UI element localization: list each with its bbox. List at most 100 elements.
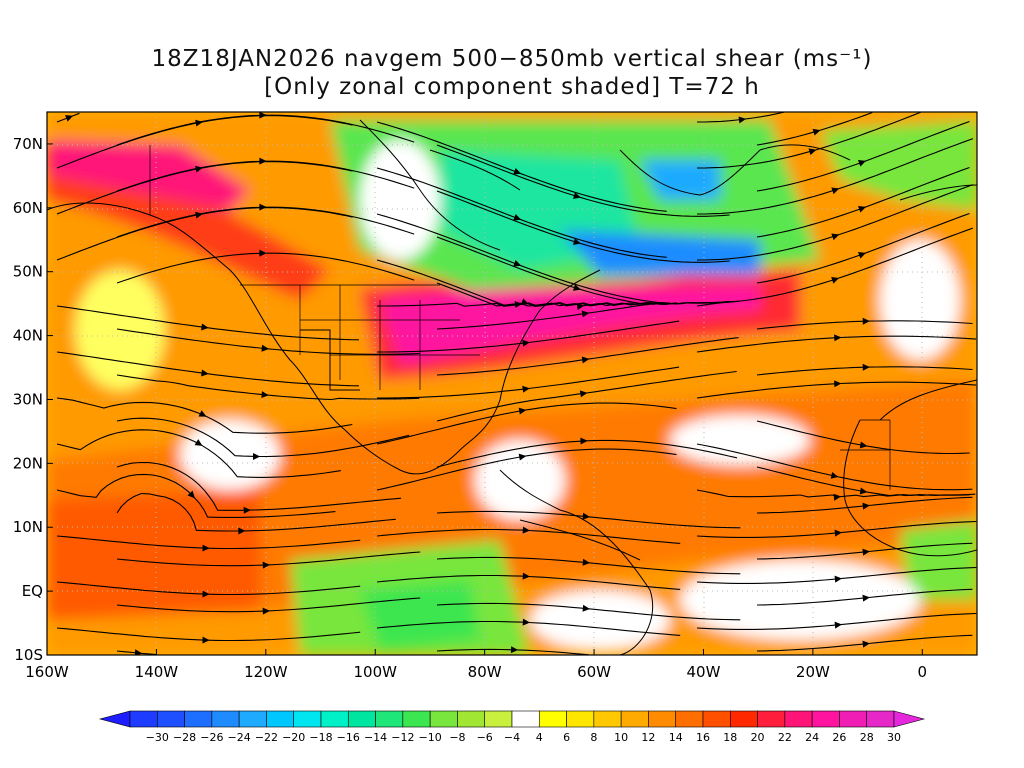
streamline-arrow (582, 512, 591, 520)
colorbar-swatch (511, 710, 540, 728)
streamline-arrow (834, 334, 842, 342)
streamline-arrow (834, 621, 843, 629)
colorbar-label: −12 (391, 731, 414, 744)
colorbar-label: 30 (887, 731, 901, 744)
colorbar-swatch (566, 710, 595, 728)
streamline-arrow (834, 575, 843, 583)
colorbar-swatch (238, 710, 267, 728)
streamline-arrow (834, 529, 843, 537)
streamline-arrow (580, 437, 588, 445)
streamline-arrow (862, 640, 870, 648)
streamline-arrow (262, 607, 271, 615)
colorbar-label: −16 (337, 731, 360, 744)
colorbar-label: −6 (477, 731, 493, 744)
map-subtitle: [Only zonal component shaded] T=72 h (264, 74, 760, 100)
streamline-arrow (518, 453, 527, 461)
lon-tick-label: 80W (468, 663, 502, 681)
streamline-arrow (134, 649, 143, 655)
lon-tick-label: 40W (687, 663, 721, 681)
streamline-arrow (65, 115, 74, 122)
streamline-arrow (582, 604, 591, 612)
colorbar-swatch (811, 710, 840, 728)
lon-tick-label: 60W (577, 663, 611, 681)
colorbar-swatch (839, 710, 868, 728)
lon-tick-label: 160W (25, 663, 69, 681)
colorbar-label: 12 (641, 731, 655, 744)
colorbar-swatch (675, 710, 704, 728)
streamline-arrow (202, 636, 210, 644)
lon-tick-label: 100W (354, 663, 398, 681)
colorbar-label: 4 (536, 731, 543, 744)
colorbar-swatch (729, 710, 758, 728)
colorbar-label: 16 (696, 731, 710, 744)
map-title: 18Z18JAN2026 navgem 500−850mb vertical s… (151, 46, 873, 72)
streamline-arrow (573, 238, 581, 245)
colorbar-label: −30 (146, 731, 169, 744)
streamline-arrow (581, 310, 590, 318)
colorbar-swatch (320, 710, 349, 728)
streamline-arrow (243, 506, 251, 514)
streamline-arrow (259, 157, 267, 165)
colorbar-swatch (266, 710, 295, 728)
streamline-arrow (261, 391, 269, 399)
colorbar-swatch (293, 710, 322, 728)
colorbar-swatch (648, 710, 677, 728)
streamline-arrow (510, 646, 519, 654)
political-borders (149, 145, 891, 490)
streamline-arrow (253, 453, 261, 460)
streamline-arrow (862, 317, 870, 325)
colorbar-label: 8 (590, 731, 597, 744)
longitude-axis: 160W 140W 120W 100W 80W 60W 40W 20W 0 (25, 649, 927, 681)
streamline-arrow (522, 618, 531, 626)
lat-tick-label: 70N (13, 135, 43, 153)
streamline-arrow (195, 119, 203, 127)
colorbar-label: −24 (228, 731, 251, 744)
streamline-arrow (522, 526, 531, 534)
colorbar-label: −10 (419, 731, 442, 744)
lon-tick-label: 140W (135, 663, 179, 681)
lat-tick-label: 40N (13, 327, 43, 345)
colorbar-swatch (784, 710, 813, 728)
colorbar-swatch (347, 710, 376, 728)
streamline-arrow (262, 561, 271, 569)
colorbar-label: −18 (309, 731, 332, 744)
colorbar-label: −22 (255, 731, 278, 744)
colorbar-label: −4 (504, 731, 520, 744)
colorbar-swatch (620, 710, 649, 728)
colorbar-label: 6 (563, 731, 570, 744)
latitude-axis: 70N 60N 50N 40N 30N 20N 10N EQ 10S (13, 135, 53, 664)
streamline-arrow (831, 276, 840, 284)
streamline-arrow (522, 339, 530, 347)
colorbar-swatch (129, 710, 158, 728)
colorbar-swatch (484, 710, 513, 728)
colorbar-label: 20 (751, 731, 765, 744)
streamlines (56, 112, 977, 655)
colorbar-swatch (538, 710, 567, 728)
colorbar-swatch (457, 710, 486, 728)
colorbar-swatch (156, 710, 185, 728)
streamline-arrow (518, 407, 527, 415)
shear-shading (47, 112, 977, 655)
colorbar-swatch (593, 710, 622, 728)
lat-tick-label: 60N (13, 199, 43, 217)
lat-tick-label: 30N (13, 390, 43, 408)
colorbar-label: 26 (832, 731, 846, 744)
streamline-arrow (195, 211, 203, 219)
lon-tick-label: 20W (796, 663, 830, 681)
lon-tick-label: 120W (244, 663, 288, 681)
colorbar-swatch (757, 710, 786, 728)
colorbar-label: 28 (860, 731, 874, 744)
streamline-arrow (195, 165, 203, 173)
streamline-arrow (513, 167, 522, 175)
colorbar-swatch (184, 710, 213, 728)
plot-frame (46, 111, 978, 656)
streamline-arrow (513, 259, 522, 267)
colorbar-swatch (402, 710, 431, 728)
streamline-arrow (862, 502, 870, 510)
colorbar-swatch (866, 710, 895, 728)
lat-tick-label: 10N (13, 518, 43, 536)
streamline-arrow (738, 116, 747, 124)
streamline-arrow (833, 493, 842, 501)
streamline-arrow (513, 213, 522, 221)
streamline-arrow (522, 572, 531, 580)
